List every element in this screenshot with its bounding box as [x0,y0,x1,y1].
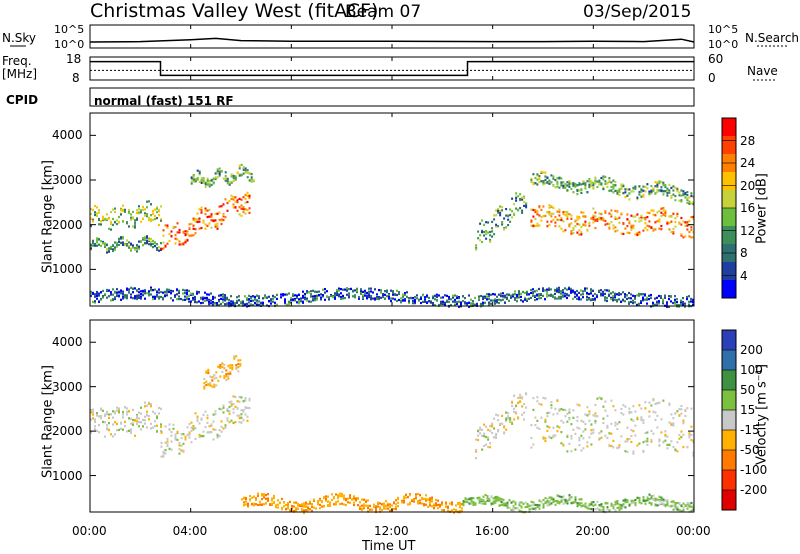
cpid-frame [89,87,695,107]
cpid-label: CPID [6,93,39,107]
x-tick-label: 04:00 [172,524,208,538]
power-region-7 [90,286,694,308]
velocity-y-tick-label: 4000 [52,335,83,350]
velocity-colorbar-swatch [722,450,736,471]
nsky-label: N.Sky [2,31,37,45]
velocity-colorbar-tick-label: -100 [740,463,768,477]
power-region-0 [90,200,162,231]
power-colorbar-tick-label: 8 [740,246,748,260]
power-colorbar-swatch [722,190,736,209]
power-region-5 [530,204,695,239]
x-tick-label: 00:00 [72,524,107,538]
power-colorbar-swatch [722,262,736,281]
power-colorbar-tick-label: 20 [740,178,756,193]
power-colorbar-label: Power [dB] [754,173,770,244]
power-region-3 [190,163,255,189]
velocity-colorbar-swatch [722,410,736,431]
velocity-colorbar-tick-label: 50 [740,383,756,397]
velocity-colorbar-frame [721,329,737,511]
power-colorbar-tick-label: 16 [740,201,756,215]
velocity-region-4 [530,396,695,457]
noise-tick-right-top: 10^5 [708,23,739,36]
velocity-panel-frame [89,319,695,513]
velocity-colorbar-tick-label: 100 [740,363,763,377]
nave-tick-top: 60 [708,52,724,66]
velocity-colorbar-swatch [722,350,736,371]
date-label: 03/Sep/2015 [583,2,692,22]
velocity-region-3 [475,392,528,460]
x-tick-label: 20:00 [575,524,610,538]
velocity-colorbar-swatch [722,390,736,411]
nave-tick-bottom: 0 [708,71,716,85]
velocity-y-tick-label: 2000 [52,424,83,439]
power-region-1 [90,235,162,254]
power-y-tick-label: 1000 [52,262,83,277]
power-colorbar-swatch [722,172,736,191]
x-tick-label: 08:00 [273,524,308,538]
power-region-6 [530,170,695,206]
beam-label: Beam 07 [345,2,422,22]
power-region-2 [160,191,251,251]
noise-tick-left-bottom: 10^0 [54,38,85,51]
freq-label-1: Freq. [2,54,32,68]
velocity-colorbar-tick-label: -50 [740,443,760,457]
x-tick-label: 00:00 [676,524,711,538]
velocity-colorbar-swatch [722,370,736,391]
power-colorbar-tick-label: 12 [740,223,756,238]
velocity-colorbar-tick-label: -15 [740,423,760,437]
power-colorbar-swatch [722,118,736,137]
velocity-region-6 [462,493,695,514]
power-y-tick-label: 2000 [52,217,83,232]
power-colorbar-swatch [722,280,736,299]
power-region-4 [475,192,528,251]
noise-tick-right-bottom: 10^0 [708,38,739,51]
velocity-y-tick-label: 1000 [52,468,83,483]
power-y-tick-label: 4000 [52,128,83,143]
freq-tick-top: 18 [66,52,82,66]
power-colorbar-swatch [722,226,736,245]
velocity-region-5 [241,492,463,514]
nsearch-label: N.Search [745,31,800,45]
velocity-colorbar-swatch [722,330,736,351]
velocity-y-tick-label: 3000 [52,379,83,394]
power-colorbar-tick-label: 24 [740,156,756,170]
power-colorbar-swatch [722,208,736,227]
velocity-colorbar-tick-label: 15 [740,403,756,417]
velocity-region-0 [90,401,162,438]
x-axis-label: Time UT [362,539,416,554]
power-y-tick-label: 3000 [52,173,83,187]
power-panel-frame [89,112,695,307]
power-colorbar-tick-label: 4 [740,268,748,283]
velocity-colorbar-swatch [722,430,736,451]
power-colorbar-swatch [722,136,736,155]
x-tick-label: 16:00 [474,524,510,538]
freq-label-2: [MHz] [2,67,38,81]
velocity-region-1 [160,395,251,458]
velocity-region-2 [203,355,242,390]
nsky-line [89,37,695,43]
velocity-colorbar-tick-label: -200 [740,483,768,497]
x-tick-label: 12:00 [374,524,409,538]
freq-line [90,60,694,77]
velocity-colorbar-swatch [722,490,736,511]
velocity-colorbar-swatch [722,470,736,491]
velocity-colorbar-tick-label: 200 [740,343,763,357]
nave-label: Nave [747,64,778,78]
power-colorbar-tick-label: 28 [740,133,756,148]
noise-tick-left-top: 10^5 [54,23,85,36]
freq-tick-bottom: 8 [72,71,80,85]
cpid-text: normal (fast) 151 RF [94,94,234,108]
chart-title: Christmas Valley West (fitACF) [90,0,379,22]
